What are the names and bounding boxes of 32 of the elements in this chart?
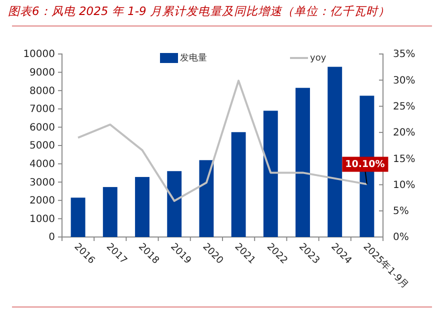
bar bbox=[102, 187, 118, 237]
chart-title: 图表6：风电 2025 年 1-9 月累计发电量及同比增速（单位：亿千瓦时） bbox=[8, 4, 390, 18]
y-tick-label: 7000 bbox=[30, 104, 55, 116]
y2-tick-label: 0% bbox=[393, 232, 409, 244]
legend-label: 发电量 bbox=[180, 52, 207, 64]
y-tick-label: 4000 bbox=[30, 159, 55, 170]
y-tick-label: 8000 bbox=[30, 86, 55, 97]
bar bbox=[231, 132, 246, 237]
y2-tick-label: 25% bbox=[393, 101, 416, 112]
y-tick-label: 6000 bbox=[30, 122, 55, 134]
y-tick-label: 10000 bbox=[23, 49, 55, 60]
bar bbox=[199, 160, 214, 237]
bar bbox=[296, 88, 310, 237]
y2-tick-label: 15% bbox=[393, 154, 416, 165]
legend-label: yoy bbox=[310, 53, 327, 64]
y2-tick-label: 10% bbox=[393, 180, 416, 191]
y-tick-label: 3000 bbox=[30, 177, 55, 188]
y2-tick-label: 20% bbox=[393, 128, 416, 139]
y-tick-label: 9000 bbox=[30, 68, 55, 78]
bar bbox=[135, 176, 150, 237]
y-tick-label: 0 bbox=[48, 232, 55, 244]
bar bbox=[167, 171, 182, 237]
y-tick-label: 5000 bbox=[30, 140, 55, 152]
y-tick-label: 1000 bbox=[30, 214, 55, 225]
bar bbox=[328, 66, 342, 237]
bar bbox=[70, 198, 86, 237]
data-label: 10.10% bbox=[345, 158, 386, 170]
y2-tick-label: 30% bbox=[393, 75, 416, 86]
y2-tick-label: 35% bbox=[393, 49, 416, 60]
y2-tick-label: 5% bbox=[393, 206, 409, 218]
bar bbox=[263, 110, 278, 237]
y-tick-label: 2000 bbox=[30, 196, 55, 207]
